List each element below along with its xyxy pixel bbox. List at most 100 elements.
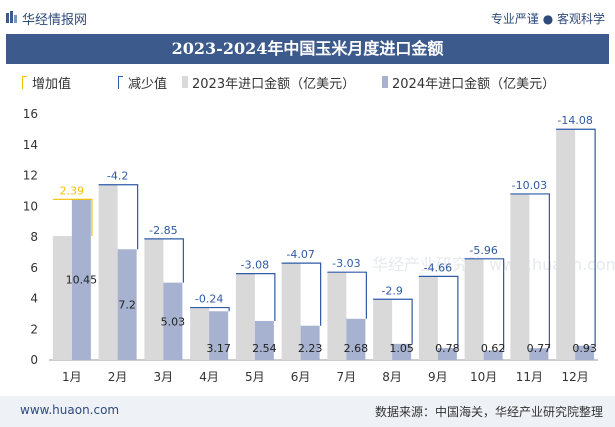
bar-2024	[163, 282, 183, 360]
footer-source: 数据来源：中国海关，华经产业研究院整理	[374, 405, 603, 419]
watermark-text: 华经产业研究院 www.huaon.com	[372, 255, 615, 274]
footer-site: www.huaon.com	[20, 403, 120, 417]
bar-2024	[209, 311, 229, 360]
increase-bracket	[52, 198, 93, 237]
x-tick-label: 6月	[291, 370, 311, 384]
value-label-2024: 7.2	[118, 299, 136, 312]
value-label-2024: 2.54	[252, 342, 277, 355]
legend-decrease-label: 减少值	[128, 77, 168, 92]
y-tick-label: 10	[23, 199, 38, 213]
y-tick-label: 6	[30, 261, 38, 275]
bar-2024	[254, 320, 274, 360]
bar-2023	[556, 129, 576, 360]
bar-2024	[437, 348, 457, 360]
change-label: -5.96	[469, 244, 497, 257]
bar-2024	[529, 348, 549, 360]
value-label-2024: 0.93	[572, 342, 597, 355]
legend-2024-swatch	[382, 76, 388, 88]
decrease-bracket	[98, 184, 139, 250]
y-tick-label: 4	[30, 292, 38, 306]
bar-2024	[71, 199, 91, 360]
bar-2024	[346, 318, 366, 360]
bar-2023	[373, 299, 393, 360]
x-tick-label: 12月	[561, 370, 588, 384]
legend-decrease-swatch	[118, 76, 123, 89]
value-label-2024: 0.77	[527, 342, 552, 355]
x-tick-label: 11月	[516, 370, 543, 384]
tagline: 专业严谨 ● 客观科学	[490, 12, 605, 26]
top-bar: 华经情报网 专业严谨 ● 客观科学	[0, 0, 615, 34]
decrease-bracket	[144, 238, 184, 283]
bar-2023	[52, 236, 72, 360]
decrease-bracket	[327, 271, 367, 319]
decrease-bracket	[464, 258, 505, 351]
decrease-bracket	[510, 193, 550, 349]
value-label-2024: 3.17	[206, 342, 231, 355]
change-label: 2.39	[60, 184, 85, 197]
x-tick-label: 1月	[62, 370, 82, 384]
decrease-bracket	[556, 128, 596, 346]
change-label: -3.03	[332, 257, 360, 270]
bar-2023	[464, 258, 484, 360]
value-label-2024: 0.78	[435, 342, 460, 355]
change-label: -4.07	[286, 248, 314, 261]
bar-2023	[327, 272, 347, 360]
decrease-bracket	[235, 272, 276, 321]
bar-2023	[98, 184, 118, 360]
change-label: -4.2	[107, 170, 128, 183]
change-label: -2.85	[149, 224, 177, 237]
value-label-2024: 5.03	[161, 315, 186, 328]
x-tick-label: 5月	[245, 370, 265, 384]
bar-2024	[483, 350, 503, 360]
bar-2023	[281, 263, 301, 360]
x-tick-label: 2月	[108, 370, 128, 384]
change-label: -2.9	[381, 284, 402, 297]
x-tick-label: 8月	[382, 370, 402, 384]
legend-2023-swatch	[182, 76, 188, 88]
x-tick-label: 7月	[337, 370, 357, 384]
bar-2023	[235, 273, 255, 360]
value-label-2024: 10.45	[66, 274, 98, 287]
change-label: -0.24	[195, 293, 223, 306]
bar-2023	[190, 307, 210, 360]
legend-increase-swatch	[22, 76, 27, 89]
value-label-2024: 2.68	[344, 342, 369, 355]
logo-icon	[6, 11, 17, 23]
y-tick-label: 14	[23, 138, 38, 152]
bar-2023	[418, 276, 438, 360]
x-tick-label: 4月	[199, 370, 219, 384]
legend-2023-label: 2023年进口金额（亿美元）	[192, 77, 356, 92]
bar-2023	[510, 193, 530, 360]
y-tick-label: 16	[23, 107, 38, 121]
title-bar: 2023-2024年中国玉米月度进口金额	[6, 34, 609, 64]
change-label: -3.08	[241, 259, 269, 272]
bar-2024	[392, 343, 412, 360]
y-tick-label: 12	[23, 169, 38, 183]
value-label-2024: 0.62	[481, 342, 506, 355]
bar-2024	[117, 249, 137, 360]
bar-2024	[300, 325, 320, 360]
change-label: -4.66	[424, 261, 452, 274]
x-tick-label: 10月	[470, 370, 497, 384]
value-label-2024: 2.23	[298, 342, 323, 355]
change-label: -14.08	[557, 114, 592, 127]
y-tick-label: 8	[30, 230, 38, 244]
footer: www.huaon.com 数据来源：中国海关，华经产业研究院整理	[0, 396, 615, 427]
bar-2024	[575, 345, 595, 360]
decrease-bracket	[190, 306, 230, 312]
bar-2023	[144, 238, 164, 360]
x-tick-label: 3月	[154, 370, 174, 384]
legend-2024-label: 2024年进口金额（亿美元）	[392, 77, 556, 92]
chart-title: 2023-2024年中国玉米月度进口金额	[171, 39, 444, 58]
x-tick-label: 9月	[428, 370, 448, 384]
value-label-2024: 1.05	[389, 342, 414, 355]
legend-increase-label: 增加值	[32, 77, 72, 92]
change-label: -10.03	[512, 179, 547, 192]
y-tick-label: 2	[30, 322, 38, 336]
y-tick-label: 0	[30, 353, 38, 367]
decrease-bracket	[373, 298, 413, 344]
decrease-bracket	[418, 275, 459, 349]
decrease-bracket	[281, 262, 322, 326]
brand-name: 华经情报网	[22, 13, 88, 28]
